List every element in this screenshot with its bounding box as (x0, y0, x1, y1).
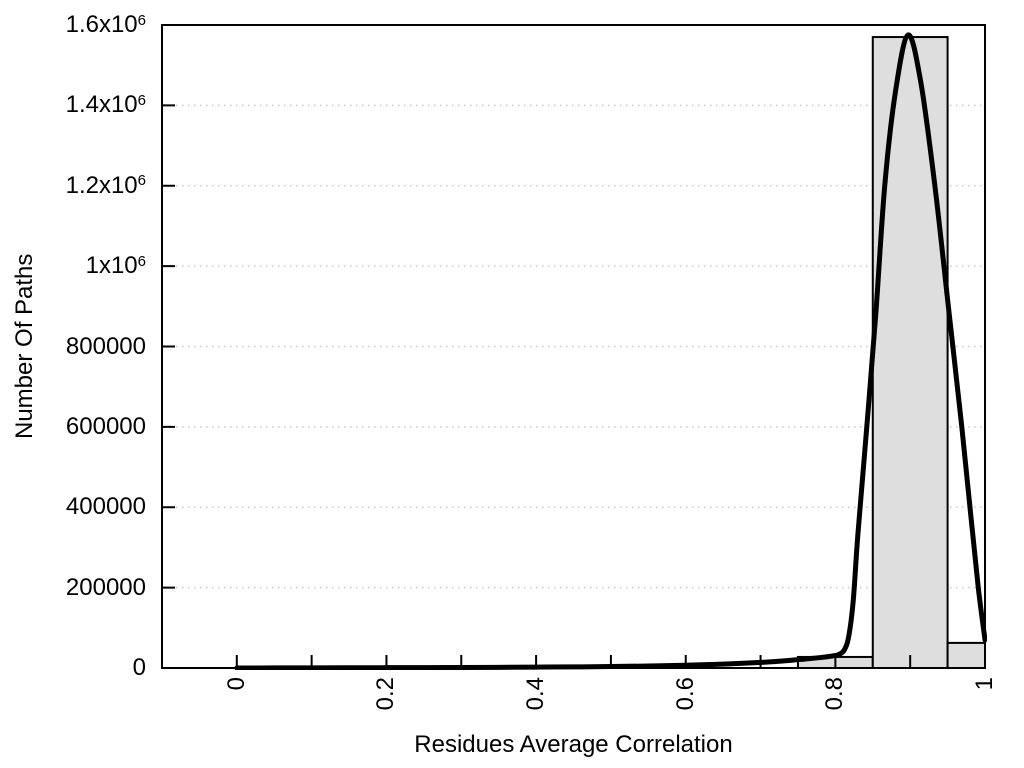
y-tick-label: 1x106 (85, 252, 146, 280)
y-tick-label: 400000 (65, 493, 146, 521)
y-tick-label: 1.2x106 (65, 171, 146, 199)
y-tick-label: 1.6x106 (65, 11, 146, 38)
x-tick-label: 0.8 (821, 677, 849, 711)
y-tick-label: 0 (132, 654, 146, 681)
x-tick-label: 0.4 (522, 677, 550, 711)
x-tick-label: 0.2 (372, 677, 400, 711)
x-tick-label: 0.6 (671, 677, 699, 711)
y-tick-label: 200000 (65, 573, 146, 601)
y-tick-label: 800000 (65, 332, 146, 360)
histogram-bar (946, 641, 986, 669)
x-tick-label: 0 (222, 677, 250, 691)
y-axis-title: Number Of Paths (11, 253, 38, 440)
fit-curve (234, 32, 987, 670)
y-tick-label: 600000 (65, 412, 146, 440)
x-tick-label: 1 (971, 677, 998, 691)
histogram-bar (871, 36, 949, 669)
y-tick-label: 1.4x106 (65, 91, 146, 119)
x-axis-title: Residues Average Correlation (414, 731, 733, 758)
